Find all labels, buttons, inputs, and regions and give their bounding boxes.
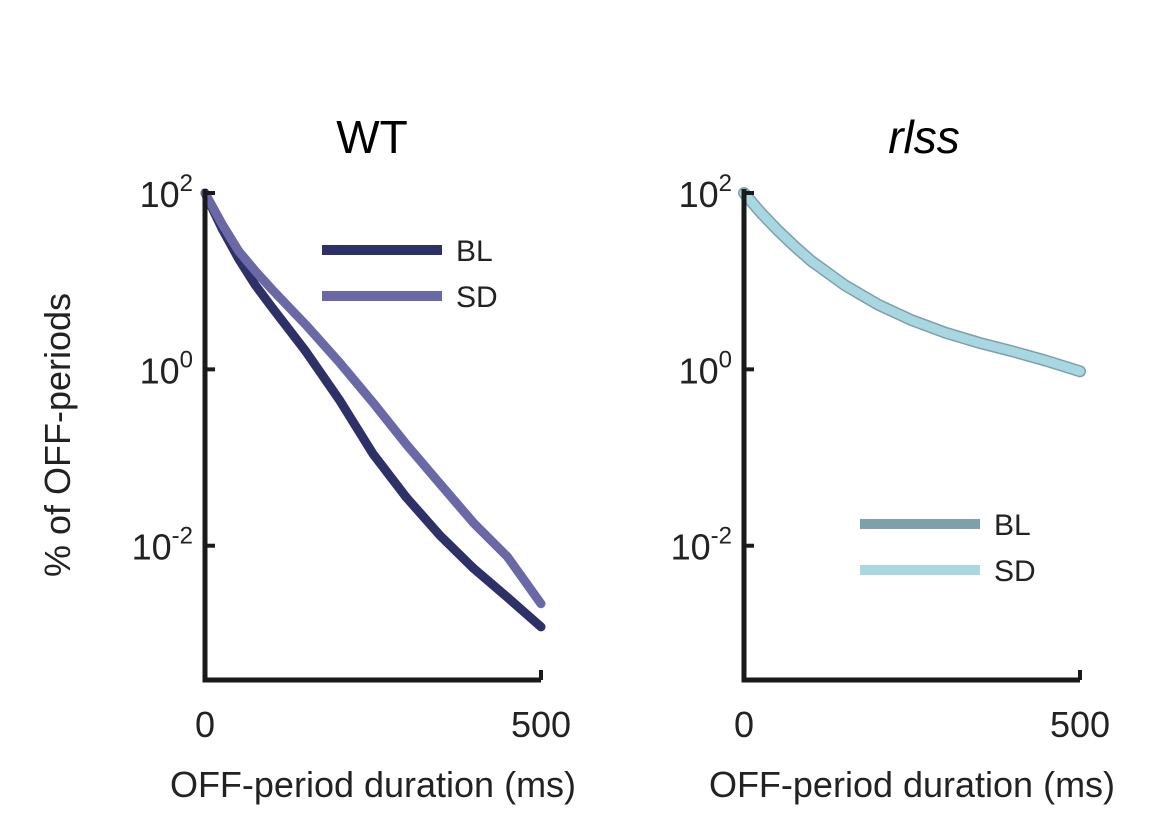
x-axis-label: OFF-period duration (ms) [709, 764, 1115, 805]
series-group [738, 187, 1086, 378]
legend: BL SD [322, 235, 498, 314]
panel-title: rlss [888, 111, 960, 163]
legend: BL SD [860, 509, 1036, 588]
y-tick-exponent: 2 [719, 170, 732, 197]
series-group [200, 188, 546, 632]
y-tick-label: 100 [140, 346, 193, 391]
y-tick-base: 10 [132, 527, 172, 568]
axes [741, 189, 1080, 683]
y-tick-base: 10 [679, 174, 719, 215]
x-axis-label: OFF-period duration (ms) [170, 764, 576, 805]
x-tick-label: 0 [195, 704, 215, 745]
series-line-bl [200, 188, 546, 632]
y-tick-exponent: 2 [180, 170, 193, 197]
y-tick-base: 10 [140, 350, 180, 391]
y-tick-label: 10-2 [132, 523, 193, 568]
series-line-bl [738, 187, 1086, 378]
series-line-sd [739, 188, 1085, 376]
y-tick-label: 10-2 [671, 523, 732, 568]
y-tick-base: 10 [671, 527, 711, 568]
y-tick-exponent: -2 [172, 523, 193, 550]
y-tick-exponent: 0 [719, 346, 732, 373]
series-line-sd [200, 188, 546, 609]
x-tick-label: 0 [734, 704, 754, 745]
y-tick-exponent: -2 [711, 523, 732, 550]
x-tick-label: 500 [1050, 704, 1110, 745]
legend-label-sd: SD [994, 555, 1036, 588]
legend-label-bl: BL [994, 509, 1031, 542]
y-tick-label: 100 [679, 346, 732, 391]
panel-title: WT [336, 111, 408, 163]
y-tick-label: 102 [679, 170, 732, 215]
legend-label-bl: BL [456, 235, 493, 268]
y-tick-base: 10 [140, 174, 180, 215]
legend-label-sd: SD [456, 281, 498, 314]
y-tick-exponent: 0 [180, 346, 193, 373]
y-axis-label: % of OFF-periods [37, 293, 78, 577]
y-tick-base: 10 [679, 350, 719, 391]
y-tick-label: 102 [140, 170, 193, 215]
x-tick-label: 500 [511, 704, 571, 745]
